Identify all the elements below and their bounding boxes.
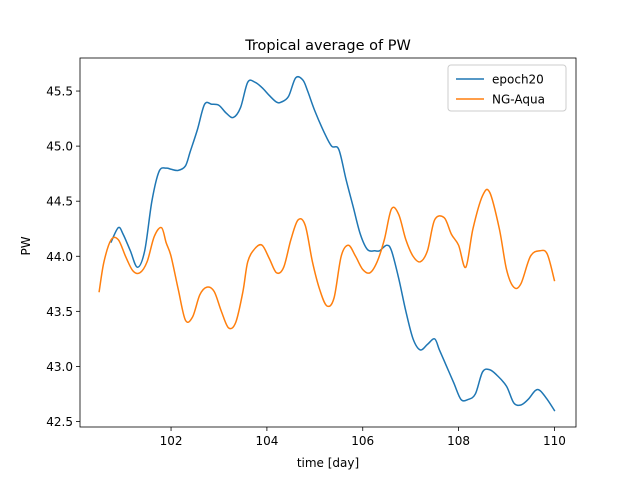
x-tick-label: 104 [255,434,278,448]
y-tick-label: 45.5 [46,85,73,99]
x-tick-label: 102 [160,434,183,448]
y-tick-label: 44.0 [46,250,73,264]
y-tick-label: 43.5 [46,305,73,319]
x-axis-label: time [day] [297,456,359,470]
y-tick-label: 45.0 [46,140,73,154]
legend-label-epoch20: epoch20 [492,73,544,87]
legend-label-ng-aqua: NG-Aqua [492,93,545,107]
series-line-ng-aqua [98,188,556,330]
y-tick-label: 42.5 [46,415,73,429]
legend: epoch20 NG-Aqua [447,64,567,112]
chart-title: Tropical average of PW [244,38,411,54]
series-line-epoch20 [110,75,556,412]
y-tick-label: 43.0 [46,360,73,374]
y-axis-label: PW [19,236,33,255]
x-tick-label: 110 [543,434,566,448]
x-tick-label: 108 [447,434,470,448]
plot-area: 102 104 106 108 110 42.5 43.0 43.5 44.0 44.5 45.0 4… [46,57,577,448]
axes-frame [79,57,577,428]
y-tick-label: 44.5 [46,195,73,209]
x-tick-label: 106 [351,434,374,448]
